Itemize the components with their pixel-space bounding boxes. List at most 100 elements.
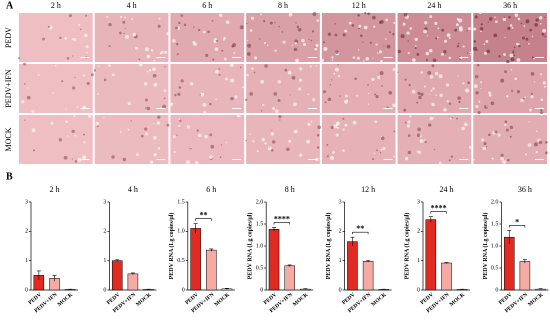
- cell-speckle: [448, 159, 451, 162]
- column-label: 24 h: [427, 1, 441, 10]
- cell-speckle: [278, 115, 282, 119]
- cell-speckle: [425, 51, 430, 56]
- error-bar: [209, 248, 214, 252]
- cell-speckle: [149, 69, 152, 72]
- cell-speckle: [455, 23, 459, 27]
- cell-speckle: [298, 78, 303, 82]
- cell-speckle: [93, 69, 96, 72]
- row-label: PEDV+IFN: [4, 69, 13, 108]
- cell-speckle: [544, 151, 548, 155]
- column-label: 2 h: [51, 1, 61, 10]
- cell-speckle: [189, 146, 192, 149]
- row-label: MOCK: [4, 127, 13, 151]
- micrograph: [19, 115, 93, 164]
- cell-speckle: [307, 93, 310, 96]
- cell-speckle: [225, 141, 228, 144]
- cell-speckle: [293, 129, 298, 134]
- cell-speckle: [524, 96, 526, 99]
- cell-speckle: [472, 158, 475, 161]
- cell-speckle: [483, 142, 487, 146]
- cell-speckle: [430, 89, 433, 92]
- y-tick-label: 1: [103, 258, 106, 264]
- micrograph: [246, 64, 320, 113]
- cell-speckle: [131, 18, 134, 20]
- cell-speckle: [544, 16, 546, 19]
- cell-speckle: [475, 91, 479, 95]
- y-tick-label: 0.5: [491, 265, 499, 271]
- cell-speckle: [479, 30, 482, 33]
- cell-speckle: [495, 20, 498, 23]
- cell-speckle: [163, 89, 167, 93]
- cell-speckle: [239, 25, 244, 30]
- cell-speckle: [465, 88, 470, 93]
- scale-bar: [307, 57, 317, 58]
- cell-speckle: [511, 89, 514, 92]
- significance-label: ****: [431, 203, 447, 212]
- cell-speckle: [97, 93, 99, 95]
- y-tick-label: 0.5: [256, 265, 264, 271]
- micrograph: [19, 13, 93, 62]
- cell-speckle: [446, 100, 449, 103]
- cell-speckle: [63, 155, 68, 160]
- cell-speckle: [376, 52, 379, 54]
- cell-speckle: [483, 43, 486, 46]
- cell-speckle: [108, 22, 112, 27]
- y-axis-label: PEDV RNA (Lg copies/μl): [403, 213, 410, 280]
- cell-speckle: [457, 42, 460, 45]
- cell-speckle: [429, 75, 434, 79]
- cell-speckle: [484, 105, 488, 109]
- cell-speckle: [153, 59, 156, 62]
- cell-speckle: [144, 47, 149, 52]
- cell-speckle: [342, 149, 345, 152]
- error-bar: [272, 227, 277, 232]
- cell-speckle: [342, 33, 346, 37]
- cell-speckle: [457, 75, 459, 77]
- cell-speckle: [245, 98, 248, 102]
- cell-speckle: [363, 25, 368, 30]
- cell-speckle: [424, 21, 428, 25]
- cell-speckle: [468, 146, 472, 150]
- chart-title: 2 h: [50, 185, 60, 194]
- cell-speckle: [533, 57, 535, 60]
- cell-speckle: [291, 44, 293, 46]
- y-tick-label: 1.5: [177, 199, 185, 205]
- cell-speckle: [488, 91, 492, 95]
- cell-speckle: [334, 67, 339, 72]
- cell-speckle: [385, 38, 387, 40]
- column-label: 12 h: [352, 1, 366, 10]
- cell-speckle: [500, 153, 504, 157]
- cell-speckle: [379, 59, 383, 63]
- cell-speckle: [152, 67, 156, 72]
- cell-speckle: [298, 87, 302, 91]
- scale-bar: [232, 108, 242, 109]
- cell-speckle: [379, 71, 384, 76]
- cell-speckle: [124, 16, 127, 19]
- cell-speckle: [119, 31, 122, 35]
- chart-title: 6 h: [206, 185, 216, 194]
- cell-speckle: [135, 153, 139, 157]
- cell-speckle: [403, 12, 408, 17]
- cell-speckle: [444, 39, 448, 43]
- cell-speckle: [339, 95, 341, 97]
- cell-speckle: [541, 114, 543, 116]
- bar: [190, 228, 201, 291]
- cell-speckle: [284, 68, 288, 72]
- error-bar: [36, 270, 41, 280]
- cell-speckle: [439, 93, 443, 97]
- cell-speckle: [514, 77, 518, 81]
- error-bar: [130, 272, 135, 275]
- cell-speckle: [457, 96, 461, 100]
- significance-bracket: [195, 218, 212, 221]
- cell-speckle: [493, 33, 498, 38]
- cell-speckle: [247, 43, 252, 48]
- cell-speckle: [264, 142, 267, 145]
- cell-speckle: [85, 45, 89, 49]
- cell-speckle: [513, 46, 516, 49]
- cell-speckle: [308, 38, 310, 40]
- cell-speckle: [464, 122, 468, 127]
- cell-speckle: [195, 161, 199, 165]
- cell-speckle: [282, 40, 286, 44]
- cell-speckle: [544, 35, 547, 38]
- cell-speckle: [261, 103, 265, 107]
